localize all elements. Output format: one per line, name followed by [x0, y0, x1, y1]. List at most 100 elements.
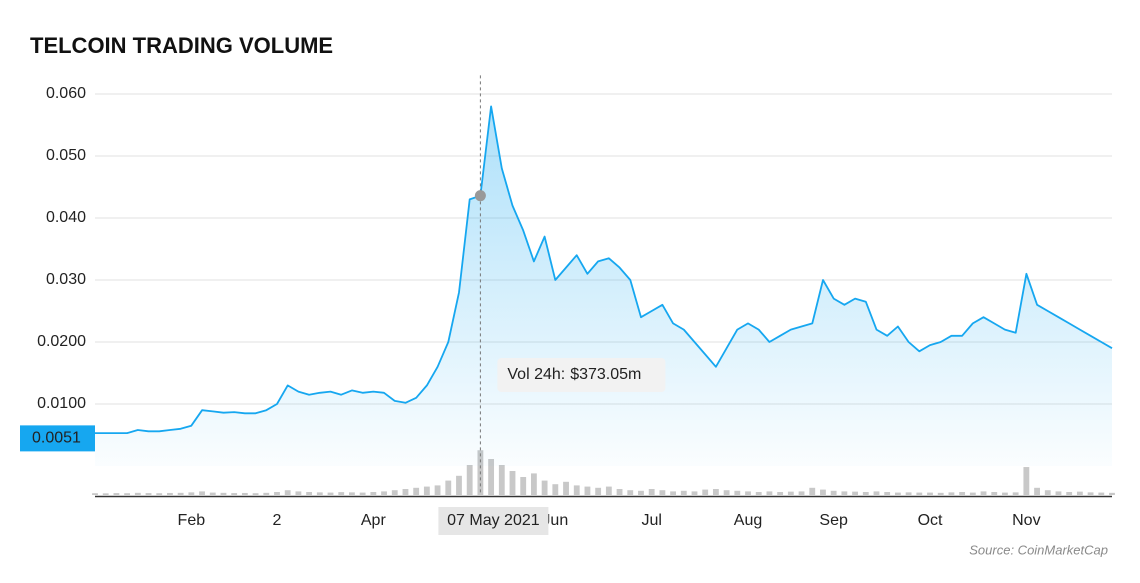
- y-tick-label: 0.060: [46, 85, 86, 102]
- volume-bar: [552, 484, 559, 495]
- volume-bar: [691, 491, 698, 495]
- x-tick-label: Feb: [178, 512, 206, 529]
- volume-bar: [102, 493, 109, 495]
- chart-title: TELCOIN TRADING VOLUME: [30, 33, 333, 58]
- volume-bar: [573, 485, 580, 495]
- volume-bar: [563, 481, 569, 495]
- volume-bar: [1012, 492, 1019, 495]
- volume-bar: [413, 487, 420, 495]
- x-tick-label: Jul: [641, 512, 661, 529]
- volume-bar: [445, 480, 452, 495]
- volume-bar: [916, 492, 923, 495]
- volume-bar: [456, 475, 462, 495]
- volume-bar: [177, 492, 184, 495]
- volume-bar: [241, 492, 248, 495]
- y-tick-label: 0.050: [46, 147, 86, 164]
- volume-bar: [648, 489, 655, 495]
- volume-bar: [1023, 467, 1030, 495]
- volume-bar: [381, 491, 387, 495]
- volume-bar: [809, 487, 816, 495]
- volume-bar: [862, 492, 869, 495]
- volume-bar: [124, 493, 131, 495]
- volume-bar: [820, 489, 826, 495]
- tooltip-label: Vol 24h:: [507, 366, 565, 383]
- volume-bar: [1098, 492, 1105, 495]
- volume-bar: [156, 493, 163, 495]
- volume-bar: [723, 490, 730, 495]
- y-tick-label: 0.030: [46, 271, 86, 288]
- volume-bar: [627, 490, 634, 495]
- volume-bar: [841, 491, 848, 495]
- volume-bar: [466, 465, 473, 495]
- volume-bar: [1055, 491, 1062, 495]
- x-tick-label: 2: [273, 512, 282, 529]
- volume-bar: [702, 489, 709, 495]
- volume-bar: [991, 492, 998, 495]
- x-tick-label: Nov: [1012, 512, 1040, 529]
- volume-bar: [113, 493, 120, 495]
- volume-bar: [927, 492, 933, 495]
- volume-bar: [1044, 490, 1051, 495]
- volume-bar: [712, 489, 719, 495]
- x-tick-label: Apr: [361, 512, 387, 529]
- x-tick-label: Sep: [819, 512, 848, 529]
- tooltip-text: Vol 24h: $373.05m: [507, 366, 641, 383]
- volume-bar: [1002, 492, 1008, 495]
- volume-bar: [274, 492, 280, 495]
- tooltip-value: $373.05m: [570, 366, 641, 383]
- volume-bar: [359, 492, 366, 495]
- x-tick-label: Aug: [734, 512, 762, 529]
- volume-bar: [969, 492, 976, 495]
- volume-bar: [638, 490, 644, 495]
- volume-bar: [1076, 491, 1083, 495]
- volume-bar: [188, 492, 195, 495]
- volume-bar: [488, 459, 495, 495]
- price-area: [95, 106, 1112, 467]
- x-tick-label: Jun: [542, 512, 568, 529]
- volume-bar: [209, 492, 216, 495]
- volume-bar: [145, 493, 152, 495]
- hover-point: [474, 190, 486, 202]
- y-tick-label: 0.0100: [37, 395, 86, 412]
- volume-bar: [1066, 492, 1073, 495]
- volume-bar: [894, 492, 901, 495]
- volume-bar: [391, 490, 398, 495]
- x-tick-label: Oct: [918, 512, 943, 529]
- volume-bar: [1087, 492, 1094, 495]
- volume-bar: [263, 492, 270, 495]
- y-tick-label: 0.0200: [37, 333, 86, 350]
- price-badge: [20, 425, 95, 452]
- volume-bar: [1034, 487, 1040, 495]
- hover-date-bg: [438, 507, 549, 535]
- price-badge-label: 0.0051: [32, 430, 81, 447]
- volume-bar: [873, 491, 880, 495]
- volume-bar: [777, 492, 784, 495]
- volume-bar: [905, 492, 912, 495]
- volume-bar: [252, 493, 259, 495]
- volume-bar: [937, 492, 944, 495]
- volume-bar: [959, 492, 966, 495]
- volume-bar: [338, 492, 345, 495]
- volume-bar: [766, 491, 773, 495]
- volume-bar: [295, 491, 302, 495]
- volume-bar: [605, 486, 612, 495]
- volume-bar: [327, 492, 334, 495]
- volume-bar: [423, 486, 430, 495]
- volume-bar: [884, 492, 891, 495]
- volume-bar: [670, 491, 676, 495]
- volume-bar: [616, 489, 623, 495]
- volume-bar: [134, 492, 141, 495]
- volume-bar: [980, 491, 987, 495]
- volume-bar: [680, 490, 687, 495]
- volume-bar: [434, 485, 441, 495]
- volume-bar: [948, 492, 955, 495]
- volume-bar: [830, 490, 837, 495]
- source: Source: CoinMarketCap: [969, 542, 1108, 557]
- volume-bar: [541, 480, 548, 495]
- volume-bar: [92, 493, 98, 495]
- volume-bar: [520, 477, 527, 495]
- volume-bar: [220, 492, 227, 495]
- volume-bar: [284, 490, 291, 495]
- volume-bar: [531, 473, 537, 495]
